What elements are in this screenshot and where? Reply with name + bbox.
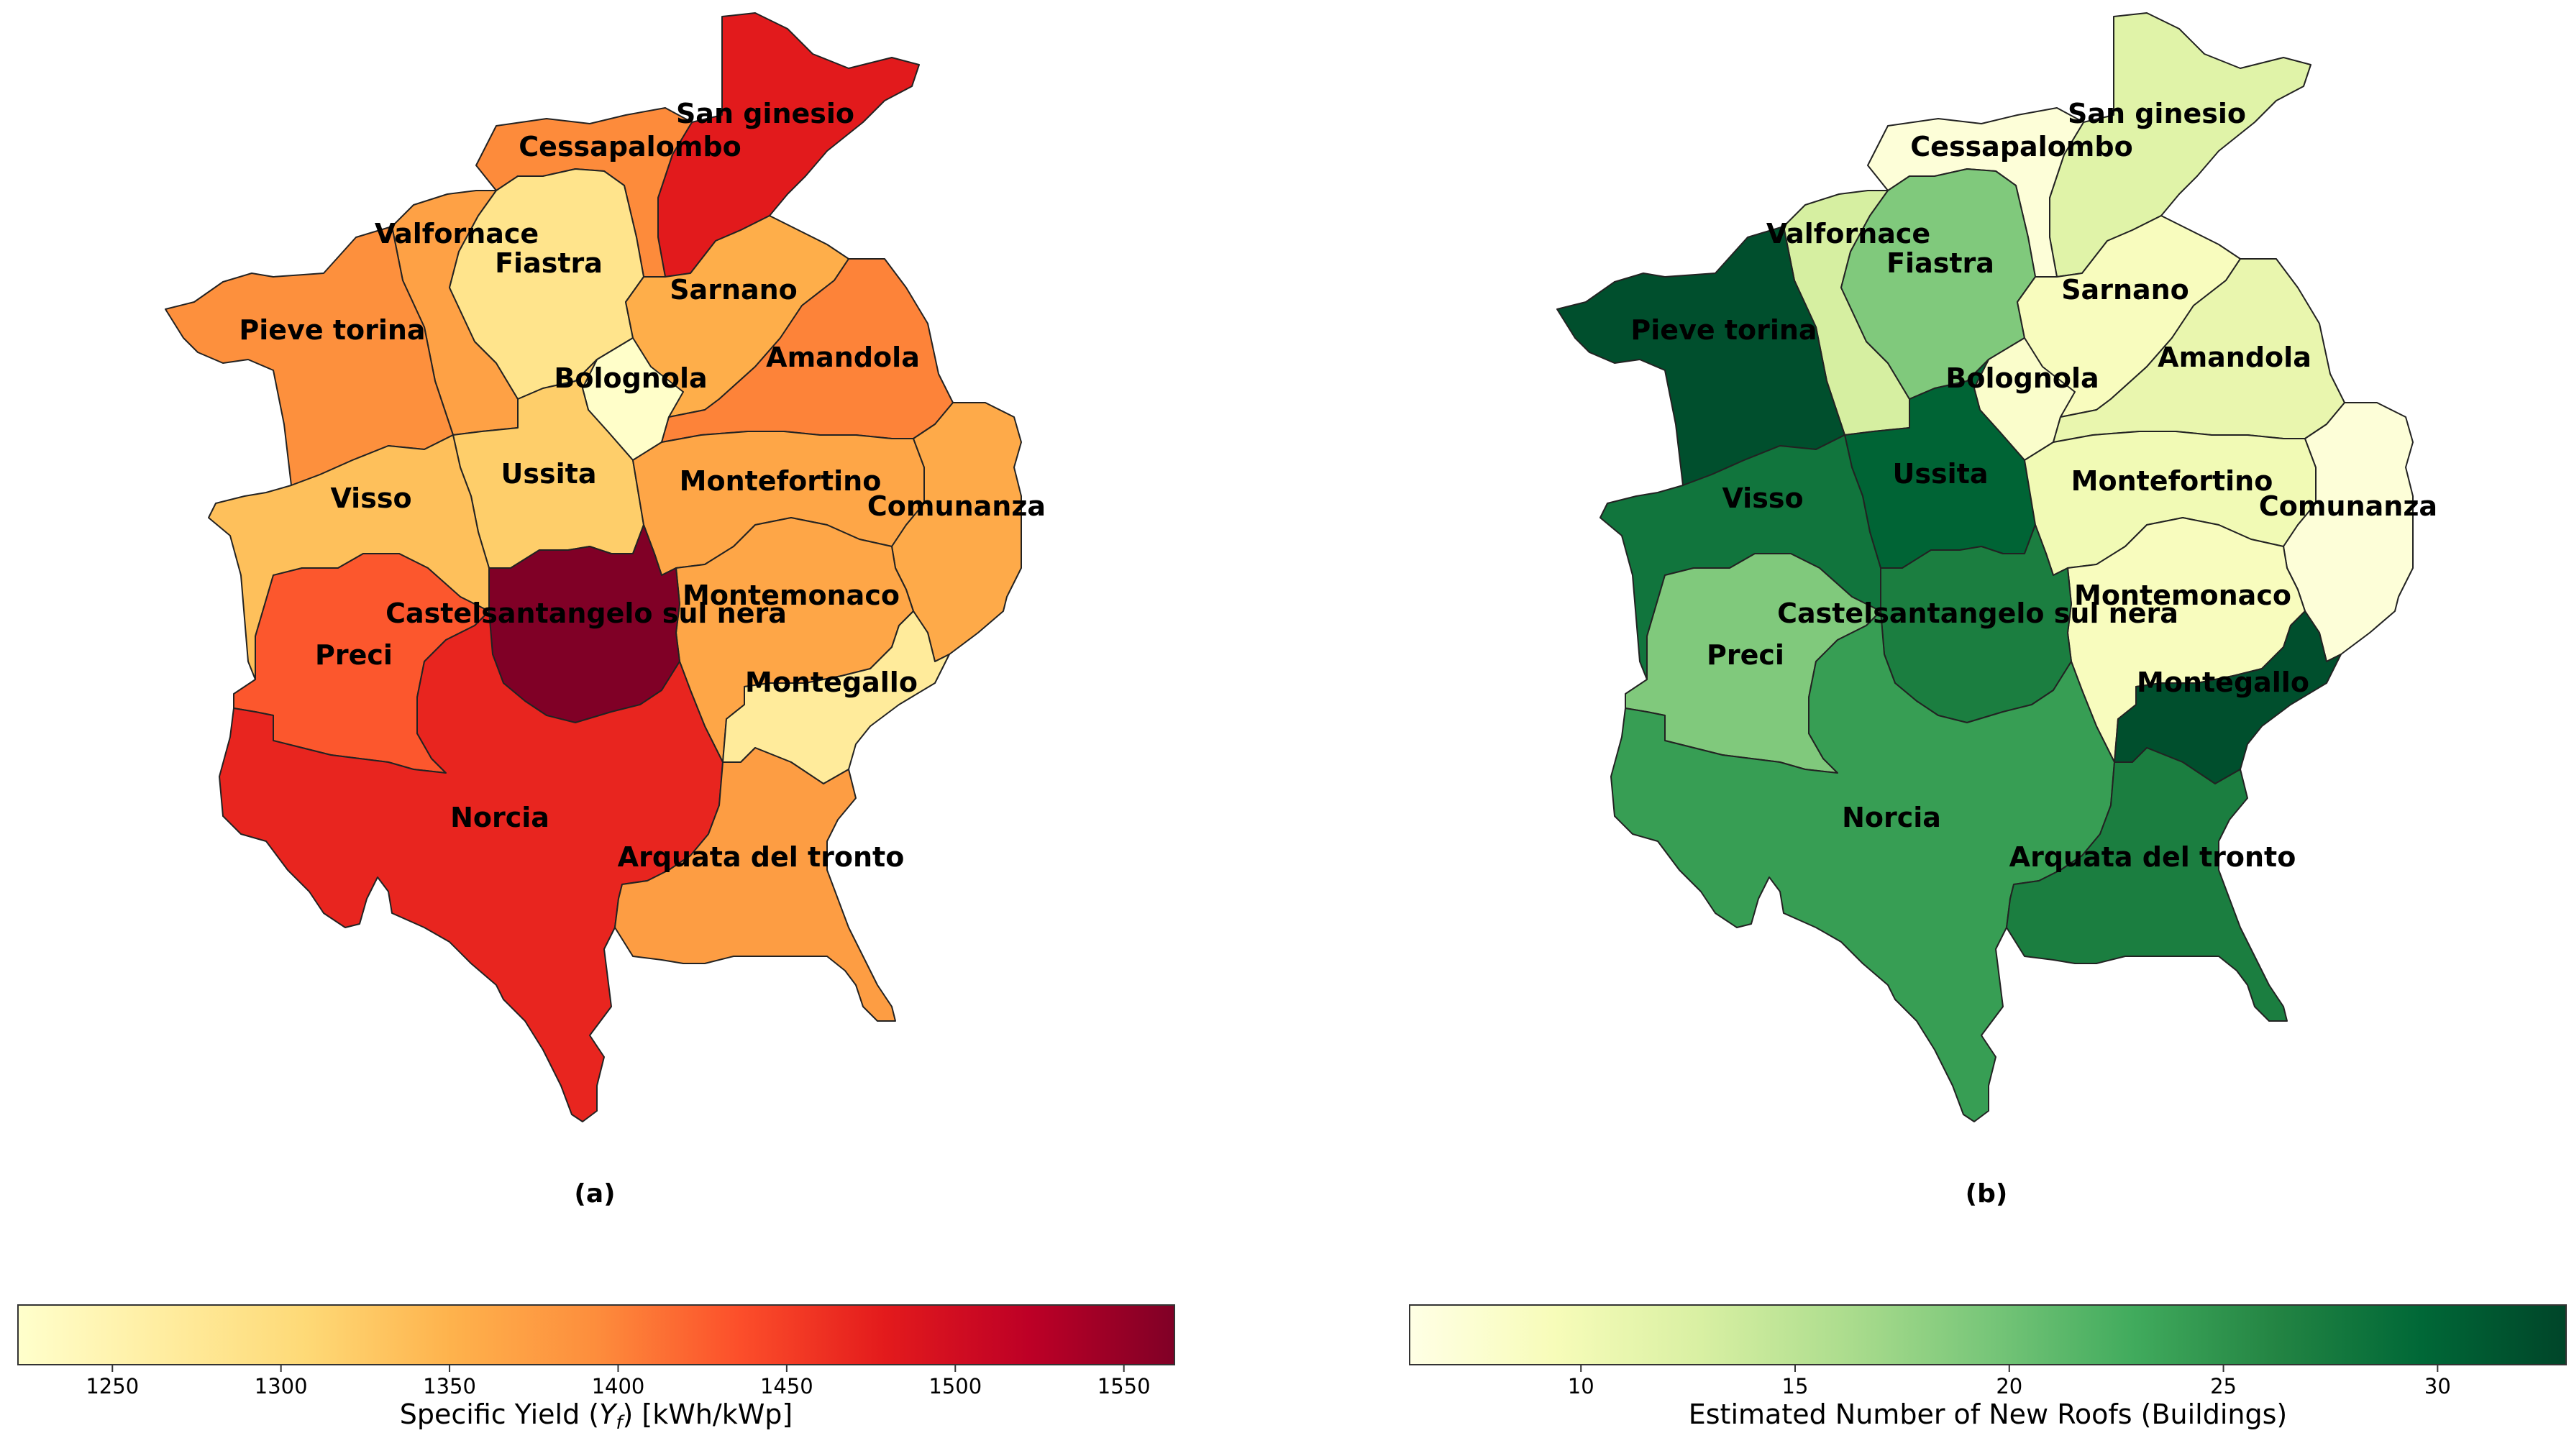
- label-comunanza-b: Comunanza: [2259, 490, 2437, 522]
- label-arquata-b: Arquata del tronto: [2009, 841, 2296, 873]
- colorbar-a-tick-label: 1550: [1097, 1374, 1151, 1398]
- colorbar-b-gradient: [1409, 1304, 2567, 1365]
- colorbar-b-tick-label: 25: [2210, 1374, 2237, 1398]
- label-castelsantangelo-a: Castelsantangelo sul nera: [385, 597, 787, 629]
- label-bolognola-a: Bolognola: [554, 362, 707, 394]
- label-visso-b: Visso: [1722, 482, 1803, 514]
- label-pieve-torina-b: Pieve torina: [1630, 314, 1817, 346]
- label-fiastra-b: Fiastra: [1886, 247, 1994, 279]
- label-visso-a: Visso: [330, 482, 411, 514]
- label-valfornace-b: Valfornace: [1766, 218, 1930, 249]
- label-montefortino-b: Montefortino: [2071, 465, 2273, 497]
- colorbar-a-tick-label: 1450: [760, 1374, 813, 1398]
- label-montegallo-b: Montegallo: [2137, 667, 2309, 698]
- region-comunanza-a: [891, 402, 1022, 662]
- colorbar-a-tick-label: 1400: [592, 1374, 645, 1398]
- label-valfornace-a: Valfornace: [375, 218, 539, 249]
- label-amandola-a: Amandola: [766, 342, 920, 373]
- label-sarnano-a: Sarnano: [670, 274, 798, 306]
- label-montemonaco-b: Montemonaco: [2074, 580, 2291, 611]
- colorbar-a-ticks: 1250 1300 1350 1400 1450 1500 1550: [86, 1365, 1151, 1398]
- label-montemonaco-a: Montemonaco: [683, 580, 900, 611]
- label-norcia-a: Norcia: [450, 802, 549, 833]
- label-san-ginesio-b: San ginesio: [2068, 98, 2246, 129]
- label-arquata-a: Arquata del tronto: [618, 841, 905, 873]
- colorbar-a-title: Specific Yield (Yf) [kWh/kWp]: [400, 1398, 793, 1434]
- label-ussita-b: Ussita: [1893, 458, 1989, 490]
- colorbar-b-tick-label: 15: [1782, 1374, 1809, 1398]
- label-norcia-b: Norcia: [1842, 802, 1941, 833]
- colorbar-b-tick-label: 20: [1996, 1374, 2022, 1398]
- label-cessapalombo-a: Cessapalombo: [519, 131, 741, 162]
- panel-label-a: (a): [574, 1179, 615, 1209]
- label-montegallo-a: Montegallo: [745, 667, 918, 698]
- label-pieve-torina-a: Pieve torina: [239, 314, 425, 346]
- region-arquata-a: [614, 747, 896, 1022]
- colorbar-a: 1250 1300 1350 1400 1450 1500 1550 Specific Yi…: [17, 1304, 1175, 1434]
- colorbar-a-tick-label: 1300: [255, 1374, 308, 1398]
- label-cessapalombo-b: Cessapalombo: [1910, 131, 2132, 162]
- colorbar-a-tick-label: 1250: [86, 1374, 139, 1398]
- label-castelsantangelo-b: Castelsantangelo sul nera: [1777, 597, 2178, 629]
- colorbar-a-tick-label: 1350: [423, 1374, 476, 1398]
- colorbar-a-gradient: [17, 1304, 1175, 1365]
- label-fiastra-a: Fiastra: [495, 247, 603, 279]
- label-preci-a: Preci: [315, 639, 393, 671]
- label-amandola-b: Amandola: [2158, 342, 2311, 373]
- label-ussita-a: Ussita: [501, 458, 597, 490]
- colorbar-a-tick-label: 1500: [928, 1374, 982, 1398]
- colorbar-b-tick-label: 30: [2424, 1374, 2451, 1398]
- colorbar-b-title: Estimated Number of New Roofs (Buildings…: [1689, 1398, 2288, 1430]
- panel-label-b: (b): [1966, 1179, 2008, 1209]
- colorbar-b-ticks: 10 15 20 25 30: [1568, 1365, 2451, 1398]
- label-montefortino-a: Montefortino: [680, 465, 882, 497]
- label-preci-b: Preci: [1707, 639, 1784, 671]
- colorbar-b-tick-label: 10: [1568, 1374, 1594, 1398]
- colorbar-b: 10 15 20 25 30 Estimated Number of New Roofs…: [1409, 1304, 2567, 1430]
- label-sarnano-b: Sarnano: [2061, 274, 2189, 306]
- region-comunanza-b: [2283, 402, 2414, 662]
- label-san-ginesio-a: San ginesio: [676, 98, 854, 129]
- label-bolognola-b: Bolognola: [1945, 362, 2099, 394]
- region-arquata-b: [2006, 747, 2288, 1022]
- label-comunanza-a: Comunanza: [867, 490, 1046, 522]
